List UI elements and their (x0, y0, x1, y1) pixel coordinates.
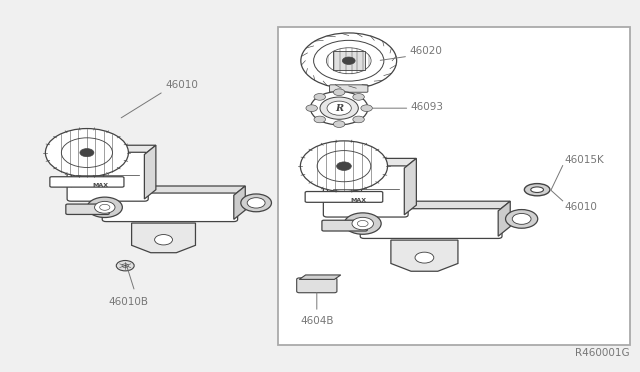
Polygon shape (498, 201, 510, 236)
FancyBboxPatch shape (66, 204, 109, 214)
Polygon shape (145, 145, 156, 199)
FancyBboxPatch shape (323, 166, 408, 217)
Ellipse shape (531, 187, 543, 192)
Ellipse shape (353, 116, 364, 123)
Ellipse shape (333, 89, 345, 96)
Ellipse shape (344, 213, 381, 234)
Text: R: R (335, 104, 343, 113)
Polygon shape (132, 223, 195, 253)
Text: R460001G: R460001G (575, 348, 630, 358)
Ellipse shape (87, 197, 122, 218)
Ellipse shape (45, 129, 129, 177)
Ellipse shape (314, 116, 326, 123)
Text: 46010: 46010 (564, 202, 597, 212)
Ellipse shape (306, 105, 317, 112)
Polygon shape (364, 201, 510, 211)
Ellipse shape (241, 194, 271, 212)
Polygon shape (391, 240, 458, 271)
FancyBboxPatch shape (297, 278, 337, 293)
Text: 46015K: 46015K (564, 154, 604, 164)
Polygon shape (327, 158, 417, 168)
Text: 46093: 46093 (411, 102, 444, 112)
Ellipse shape (337, 162, 351, 170)
Ellipse shape (333, 121, 345, 128)
Ellipse shape (95, 201, 115, 213)
Ellipse shape (415, 252, 434, 263)
Ellipse shape (247, 198, 265, 208)
FancyBboxPatch shape (50, 177, 124, 187)
Ellipse shape (512, 214, 531, 224)
Ellipse shape (80, 148, 94, 157)
Polygon shape (300, 275, 340, 279)
Ellipse shape (506, 209, 538, 228)
Polygon shape (404, 158, 417, 215)
Text: MAX: MAX (92, 183, 108, 188)
Polygon shape (106, 186, 245, 195)
Ellipse shape (320, 97, 358, 119)
Ellipse shape (301, 33, 397, 89)
Text: 46020: 46020 (410, 45, 442, 55)
Ellipse shape (352, 217, 374, 230)
Text: 4604B: 4604B (300, 317, 333, 327)
Polygon shape (234, 186, 245, 219)
Circle shape (342, 57, 355, 64)
Text: 46010B: 46010B (108, 297, 148, 307)
Text: MAX: MAX (350, 198, 366, 203)
FancyBboxPatch shape (322, 220, 367, 231)
FancyBboxPatch shape (305, 192, 383, 202)
Ellipse shape (310, 92, 368, 125)
Ellipse shape (361, 105, 372, 112)
Polygon shape (71, 145, 156, 154)
FancyBboxPatch shape (102, 193, 237, 222)
Ellipse shape (524, 184, 550, 196)
Ellipse shape (155, 235, 173, 245)
Text: 46010: 46010 (166, 80, 198, 90)
FancyBboxPatch shape (360, 209, 502, 238)
Ellipse shape (353, 94, 364, 100)
FancyBboxPatch shape (67, 152, 148, 201)
Ellipse shape (116, 260, 134, 271)
FancyBboxPatch shape (278, 27, 630, 345)
Ellipse shape (300, 141, 388, 192)
FancyBboxPatch shape (333, 51, 365, 70)
FancyBboxPatch shape (330, 85, 368, 92)
Ellipse shape (327, 101, 351, 115)
Ellipse shape (314, 94, 326, 100)
